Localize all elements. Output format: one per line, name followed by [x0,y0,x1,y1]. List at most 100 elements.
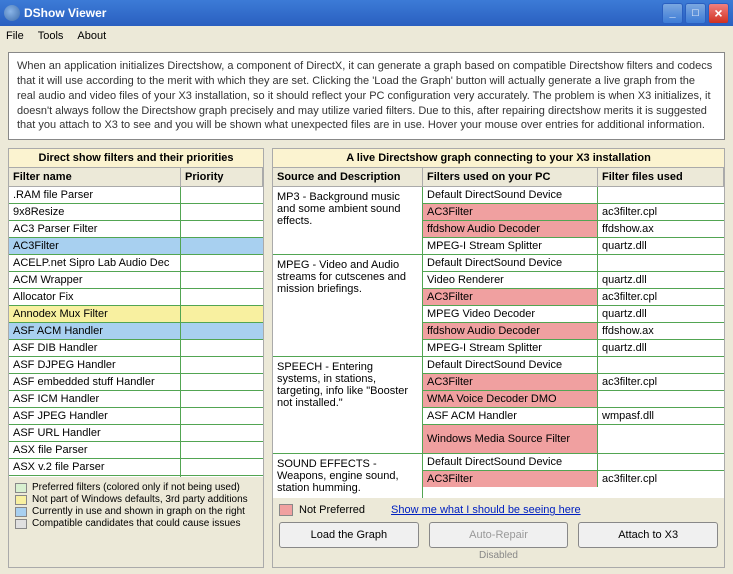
filter-used-cell: Default DirectSound Device [423,255,598,272]
col-source[interactable]: Source and Description [273,168,423,186]
filter-used-cell: MPEG Video Decoder [423,306,598,323]
filter-name-cell: ASF ICM Handler [9,391,181,407]
filter-used-cell: WMA Voice Decoder DMO [423,391,598,408]
graph-row[interactable]: Default DirectSound Device [423,357,724,374]
filter-name-cell: AC3Filter [9,238,181,254]
priority-cell [181,204,263,220]
filter-file-cell [598,454,724,471]
filter-row[interactable]: AC3Filter [9,238,263,255]
priority-cell [181,187,263,203]
filter-row[interactable]: ASF URL Handler [9,425,263,442]
priority-cell [181,238,263,254]
filter-name-cell: 9x8Resize [9,204,181,220]
filter-row[interactable]: .RAM file Parser [9,187,263,204]
filter-row[interactable]: ASF ACM Handler [9,323,263,340]
graph-row[interactable]: Windows Media Source Filter [423,425,724,453]
show-me-link[interactable]: Show me what I should be seeing here [391,504,581,516]
load-graph-button[interactable]: Load the Graph [279,522,419,548]
filter-used-cell: ffdshow Audio Decoder [423,323,598,340]
filter-row[interactable]: ASF JPEG Handler [9,408,263,425]
filter-file-cell: quartz.dll [598,238,724,254]
col-filter-files[interactable]: Filter files used [598,168,724,186]
filter-row[interactable]: ASF DJPEG Handler [9,357,263,374]
priority-cell [181,357,263,373]
filter-row[interactable]: ASX v.2 file Parser [9,459,263,476]
priority-cell [181,374,263,390]
col-filter-name[interactable]: Filter name [9,168,181,186]
filter-file-cell [598,357,724,374]
graph-row[interactable]: MPEG-I Stream Splitterquartz.dll [423,238,724,254]
col-filters-used[interactable]: Filters used on your PC [423,168,598,186]
filter-file-cell: quartz.dll [598,306,724,323]
filter-rows: Default DirectSound DeviceAC3Filterac3fi… [423,357,724,453]
filter-row[interactable]: ACM Wrapper [9,272,263,289]
maximize-button[interactable]: □ [685,3,706,24]
filter-used-cell: AC3Filter [423,374,598,391]
filter-row[interactable]: Annodex Mux Filter [9,306,263,323]
titlebar: DShow Viewer _ □ × [0,0,733,26]
window-title: DShow Viewer [24,6,662,20]
filter-file-cell: ac3filter.cpl [598,374,724,391]
graph-row[interactable]: Default DirectSound Device [423,454,724,471]
filter-row[interactable]: ASF ICM Handler [9,391,263,408]
filter-row[interactable]: AVI Decompressor [9,476,263,477]
filter-name-cell: Annodex Mux Filter [9,306,181,322]
filter-file-cell: ac3filter.cpl [598,471,724,487]
filter-used-cell: Default DirectSound Device [423,357,598,374]
menu-about[interactable]: About [77,30,106,42]
filter-file-cell [598,425,724,453]
graph-row[interactable]: AC3Filterac3filter.cpl [423,204,724,221]
minimize-button[interactable]: _ [662,3,683,24]
col-priority[interactable]: Priority [181,168,263,186]
menu-tools[interactable]: Tools [38,30,64,42]
not-preferred-label: Not Preferred [299,504,365,516]
filters-panel-header: Direct show filters and their priorities [9,149,263,168]
filter-row[interactable]: 9x8Resize [9,204,263,221]
graph-panel-header: A live Directshow graph connecting to yo… [273,149,724,168]
menu-file[interactable]: File [6,30,24,42]
filter-row[interactable]: ASX file Parser [9,442,263,459]
filter-name-cell: ASF DJPEG Handler [9,357,181,373]
graph-row[interactable]: ASF ACM Handlerwmpasf.dll [423,408,724,425]
graph-row[interactable]: AC3Filterac3filter.cpl [423,289,724,306]
priority-cell [181,476,263,477]
filter-used-cell: ASF ACM Handler [423,408,598,425]
graph-row[interactable]: Default DirectSound Device [423,187,724,204]
filters-list: .RAM file Parser9x8ResizeAC3 Parser Filt… [9,187,263,477]
legend-thirdparty: Not part of Windows defaults, 3rd party … [32,494,248,505]
filter-name-cell: .RAM file Parser [9,187,181,203]
filter-file-cell: ffdshow.ax [598,221,724,238]
source-description: MP3 - Background music and some ambient … [273,187,423,254]
graph-group: MP3 - Background music and some ambient … [273,187,724,255]
filter-row[interactable]: AC3 Parser Filter [9,221,263,238]
filter-row[interactable]: ASF embedded stuff Handler [9,374,263,391]
source-description: SOUND EFFECTS - Weapons, engine sound, s… [273,454,423,498]
filter-row[interactable]: Allocator Fix [9,289,263,306]
filter-name-cell: AC3 Parser Filter [9,221,181,237]
filter-used-cell: AC3Filter [423,471,598,487]
legend-preferred: Preferred filters (colored only if not b… [32,482,240,493]
menubar: File Tools About [0,26,733,46]
disabled-label: Disabled [279,550,718,561]
graph-row[interactable]: AC3Filterac3filter.cpl [423,471,724,487]
priority-cell [181,289,263,305]
close-button[interactable]: × [708,3,729,24]
priority-cell [181,408,263,424]
info-box: When an application initializes Directsh… [8,52,725,140]
graph-row[interactable]: AC3Filterac3filter.cpl [423,374,724,391]
filters-panel: Direct show filters and their priorities… [8,148,264,568]
auto-repair-button[interactable]: Auto-Repair [429,522,569,548]
graph-row[interactable]: Default DirectSound Device [423,255,724,272]
legend: Preferred filters (colored only if not b… [9,477,263,534]
filter-rows: Default DirectSound DeviceAC3Filterac3fi… [423,454,724,498]
filter-row[interactable]: ASF DIB Handler [9,340,263,357]
graph-row[interactable]: ffdshow Audio Decoderffdshow.ax [423,323,724,340]
graph-row[interactable]: MPEG-I Stream Splitterquartz.dll [423,340,724,356]
filter-row[interactable]: ACELP.net Sipro Lab Audio Dec [9,255,263,272]
graph-row[interactable]: Video Rendererquartz.dll [423,272,724,289]
attach-x3-button[interactable]: Attach to X3 [578,522,718,548]
graph-row[interactable]: MPEG Video Decoderquartz.dll [423,306,724,323]
graph-row[interactable]: WMA Voice Decoder DMO [423,391,724,408]
graph-row[interactable]: ffdshow Audio Decoderffdshow.ax [423,221,724,238]
filter-file-cell [598,187,724,204]
